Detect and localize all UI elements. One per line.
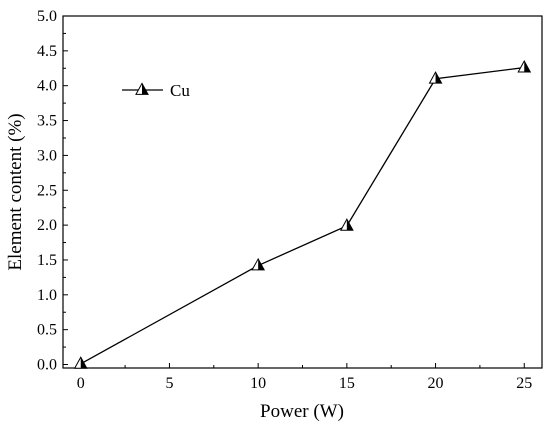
half-filled-triangle-marker — [339, 218, 354, 231]
half-filled-triangle-marker — [73, 356, 88, 369]
marker-outline — [251, 257, 266, 271]
y-tick-label: 0.5 — [37, 322, 57, 339]
x-tick-label: 0 — [77, 375, 85, 392]
y-tick-label: 5.0 — [37, 8, 57, 25]
y-tick-label: 3.0 — [37, 147, 57, 164]
half-filled-triangle-marker — [251, 257, 266, 271]
series-layer — [73, 59, 532, 369]
half-filled-triangle-marker — [428, 71, 443, 84]
x-tick-label: 20 — [428, 375, 444, 392]
y-tick-label: 1.0 — [37, 287, 57, 304]
marker-outline — [73, 356, 88, 369]
x-axis-label: Power (W) — [260, 401, 344, 422]
y-axis-label: Element content (%) — [5, 113, 26, 270]
y-tick-label: 3.5 — [37, 113, 57, 130]
y-axis-ticks: 0.0 0.5 1.0 1.5 2.0 2.5 3.0 3.5 4.0 4.5 5.0 — [37, 8, 68, 374]
marker-outline — [428, 71, 443, 84]
x-tick-label: 15 — [339, 375, 355, 392]
y-tick-label: 4.5 — [37, 43, 57, 60]
legend-marker — [135, 82, 149, 95]
marker-outline — [339, 218, 354, 231]
half-filled-triangle-marker — [517, 59, 532, 73]
y-tick-label: 2.5 — [37, 182, 57, 199]
marker-outline — [135, 82, 149, 95]
y-tick-label: 1.5 — [37, 252, 57, 269]
x-tick-label: 10 — [250, 375, 266, 392]
x-tick-label: 25 — [516, 375, 532, 392]
x-tick-label: 5 — [165, 375, 173, 392]
marker-outline — [517, 59, 532, 73]
plot-frame — [62, 15, 543, 369]
plot-area-border — [62, 15, 543, 369]
legend: Cu — [122, 81, 190, 100]
half-filled-triangle-marker — [135, 82, 149, 95]
series-line-cu — [80, 66, 525, 365]
y-tick-label: 0.0 — [37, 357, 57, 374]
y-tick-label: 4.0 — [37, 78, 57, 95]
x-axis-ticks: 0 5 10 15 20 25 — [77, 363, 532, 392]
y-tick-label: 2.0 — [37, 217, 57, 234]
legend-label-cu: Cu — [170, 81, 190, 100]
